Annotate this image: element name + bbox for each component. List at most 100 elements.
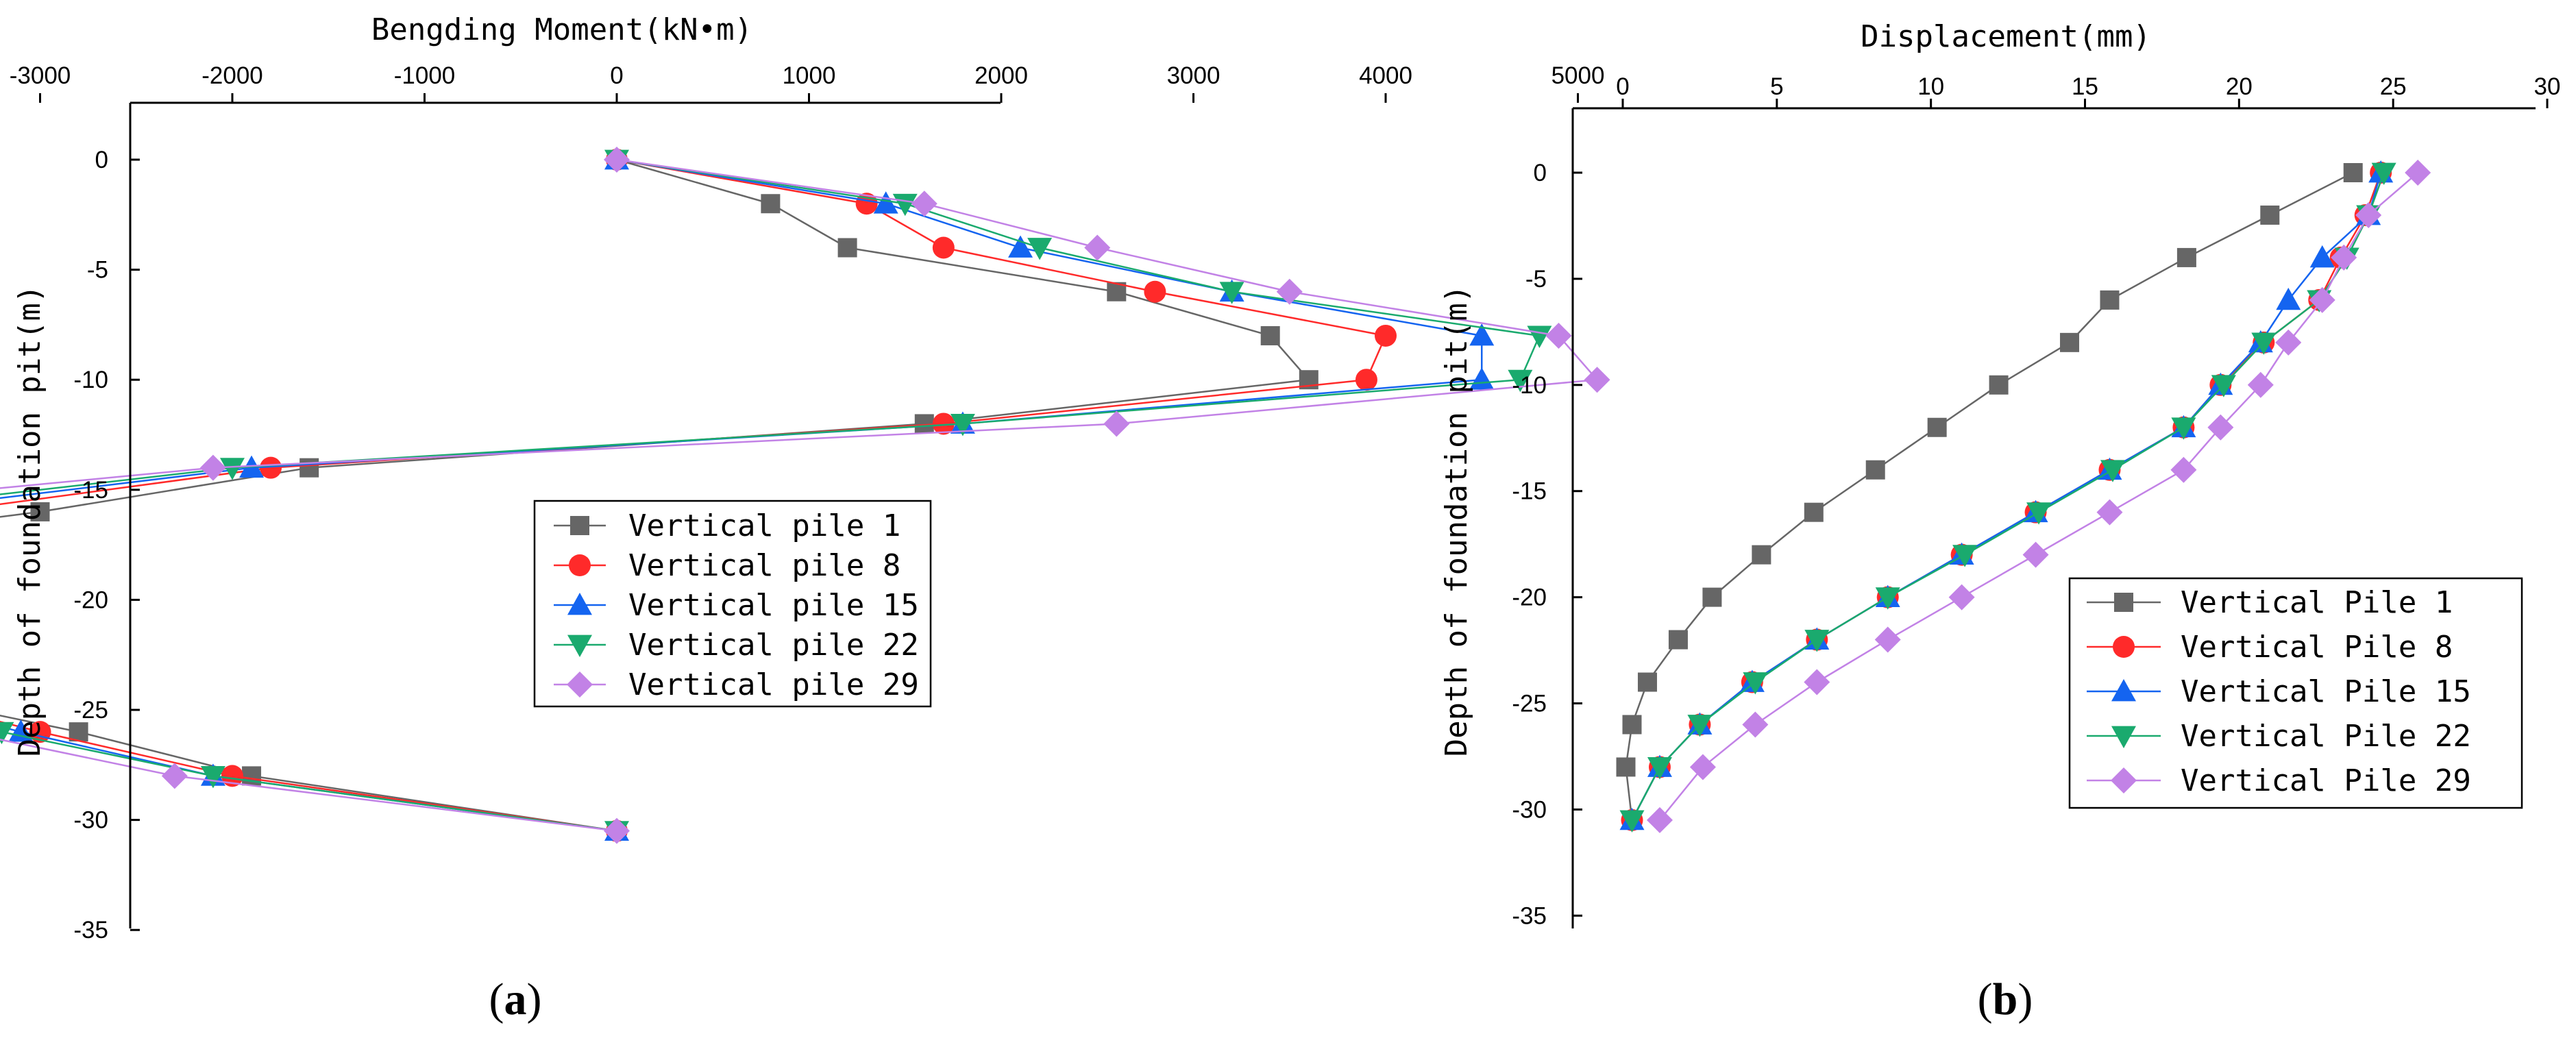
chart-a-series-5-point xyxy=(1545,322,1572,349)
chart-a-series-layer xyxy=(0,147,1610,844)
chart-a-x-tick-label: 5000 xyxy=(1551,62,1605,89)
chart-a-series-2-point xyxy=(1375,324,1397,347)
chart-b-series-3-point xyxy=(2276,287,2301,310)
chart-b-series-1-point xyxy=(1804,502,1824,522)
chart-b-x-tick-label: 20 xyxy=(2226,73,2253,100)
chart-a-x-tick-label: 4000 xyxy=(1359,62,1412,89)
chart-b-series-1-point xyxy=(1865,460,1885,480)
chart-b-x-axis-title: Displacement(mm) xyxy=(1861,19,2151,54)
chart-a-legend-label-4: Vertical pile 22 xyxy=(628,628,919,663)
chart-a-legend-label-2: Vertical pile 8 xyxy=(628,548,900,583)
chart-a-y-tick-label: -10 xyxy=(73,367,108,393)
chart-a-x-tick-label: 0 xyxy=(610,62,623,89)
chart-b-series-1-point xyxy=(1622,715,1642,735)
chart-b-series-1-point xyxy=(2060,332,2080,352)
chart-b-axes xyxy=(1571,107,2536,928)
chart-a-series-2-point xyxy=(1355,369,1377,391)
chart-a-series-line-3 xyxy=(0,158,1483,832)
chart-b-y-tick-label: -20 xyxy=(1512,584,1547,611)
chart-a-series-2-point xyxy=(932,412,955,435)
chart-b-series-1-point xyxy=(1752,545,1771,565)
chart-b-series-1-point xyxy=(2260,205,2280,225)
chart-b-series-5-point xyxy=(2355,201,2382,228)
chart-a-series-3-point xyxy=(1008,235,1033,258)
chart-b-series-5-point xyxy=(2170,456,2197,483)
chart-a-series-4-point xyxy=(220,458,245,480)
chart-a-series-4-point xyxy=(1219,282,1244,304)
chart-b-series-4-point xyxy=(1647,757,1672,780)
chart-a-y-tick-label: -15 xyxy=(73,477,108,504)
chart-b-series-1-point xyxy=(1616,757,1636,777)
chart-b-series-5-point xyxy=(2309,286,2335,313)
chart-a-y-tick-label: -30 xyxy=(73,807,108,834)
chart-a-series-3-point xyxy=(8,719,34,742)
chart-b-series-5-point xyxy=(2022,541,2049,568)
chart-b-series-5-point xyxy=(2096,499,2123,526)
chart-b-series-4-point xyxy=(2251,332,2277,355)
chart-b-legend: Vertical Pile 1 Vertical Pile 8 Vertical P… xyxy=(2068,577,2523,809)
chart-b-displacement: 0 5 10 15 20 25 30 0 -5 -10 -15 -20 -25 -30 -35 Displ… xyxy=(1439,19,2560,1024)
chart-a-legend-marker-3 xyxy=(567,593,592,615)
chart-b-y-tick-label: -30 xyxy=(1512,796,1547,823)
chart-b-series-1-point xyxy=(1637,672,1657,692)
chart-b-legend-label-2: Vertical Pile 8 xyxy=(2181,630,2453,665)
chart-a-y-tick-label: -25 xyxy=(73,697,108,724)
chart-b-series-5-point xyxy=(2331,244,2357,271)
chart-b-series-4-point xyxy=(1952,545,1978,567)
chart-b-series-4-point xyxy=(2026,502,2052,525)
chart-a-x-tick-label: -2000 xyxy=(201,62,263,89)
chart-a-series-4-point xyxy=(1027,238,1053,260)
chart-b-panel-label-letter: b xyxy=(1993,974,2018,1024)
chart-a-series-4-point xyxy=(1508,369,1533,393)
chart-a-y-tick-label: -20 xyxy=(73,587,108,613)
chart-a-x-tick-label: 2000 xyxy=(974,62,1028,89)
chart-b-series-5-point xyxy=(1804,669,1830,695)
chart-b-x-tick-label: 30 xyxy=(2534,73,2561,100)
chart-b-series-1-point xyxy=(1668,630,1688,650)
chart-a-legend: Vertical pile 1 Vertical pile 8 Vertical p… xyxy=(533,500,932,708)
chart-b-series-4-point xyxy=(2371,162,2396,185)
chart-b-legend-marker-2 xyxy=(2113,636,2135,658)
chart-b-series-4-point xyxy=(1743,672,1768,695)
chart-b-legend-label-1: Vertical Pile 1 xyxy=(2181,585,2453,620)
chart-b-legend-box xyxy=(2068,577,2523,809)
chart-b-x-ticks: 0 5 10 15 20 25 30 xyxy=(1616,73,2560,108)
chart-b-y-axis-title: Depth of foundation pit(m) xyxy=(1439,285,1474,757)
chart-a-x-axis-title: Bengding Moment(kN•m) xyxy=(371,12,752,47)
chart-b-series-4-point xyxy=(1804,630,1830,652)
chart-b-series-5-point xyxy=(1948,584,1975,611)
chart-b-series-4-point xyxy=(2171,417,2196,440)
chart-a-legend-marker-4 xyxy=(567,635,592,657)
chart-a-series-2-point xyxy=(1144,280,1166,303)
chart-a-series-1-point xyxy=(837,238,857,258)
chart-b-panel-label-close: ) xyxy=(2017,974,2033,1024)
chart-b-y-ticks: 0 -5 -10 -15 -20 -25 -30 -35 xyxy=(1512,160,1582,929)
chart-b-series-line-1 xyxy=(1625,171,2354,821)
chart-a-series-2-point xyxy=(221,765,243,787)
chart-a-y-tick-label: -5 xyxy=(87,257,108,284)
chart-a-series-5-point xyxy=(604,817,630,844)
chart-b-y-tick-label: -10 xyxy=(1512,372,1547,399)
chart-a-legend-label-3: Vertical pile 15 xyxy=(628,588,919,623)
chart-a-series-line-5 xyxy=(0,158,1598,832)
chart-a-panel-label: (a) xyxy=(489,974,542,1024)
chart-b-series-5-point xyxy=(1689,754,1716,780)
chart-a-y-tick-label: 0 xyxy=(95,147,108,173)
chart-b-legend-marker-5 xyxy=(2111,767,2137,793)
chart-a-series-2-point xyxy=(260,456,282,479)
chart-a-series-5-point xyxy=(199,454,226,481)
chart-b-legend-marker-1 xyxy=(2114,593,2133,612)
chart-b-series-4-point xyxy=(1687,715,1713,737)
chart-a-y-ticks: 0 -5 -10 -15 -20 -25 -30 -35 xyxy=(73,147,140,944)
chart-b-series-5-point xyxy=(1742,711,1769,738)
chart-a-series-1-point xyxy=(1260,325,1280,345)
chart-b-series-line-5 xyxy=(1658,172,2418,821)
chart-b-series-1-point xyxy=(1989,375,2009,395)
chart-b-series-4-point xyxy=(1875,587,1900,610)
chart-b-panel-label: (b) xyxy=(1978,974,2033,1024)
chart-b-y-tick-label: -15 xyxy=(1512,478,1547,505)
chart-b-x-tick-label: 15 xyxy=(2072,73,2098,100)
chart-b-series-1-point xyxy=(2343,163,2363,182)
chart-a-legend-label-1: Vertical pile 1 xyxy=(628,508,900,543)
chart-b-series-line-3 xyxy=(1631,172,2382,821)
